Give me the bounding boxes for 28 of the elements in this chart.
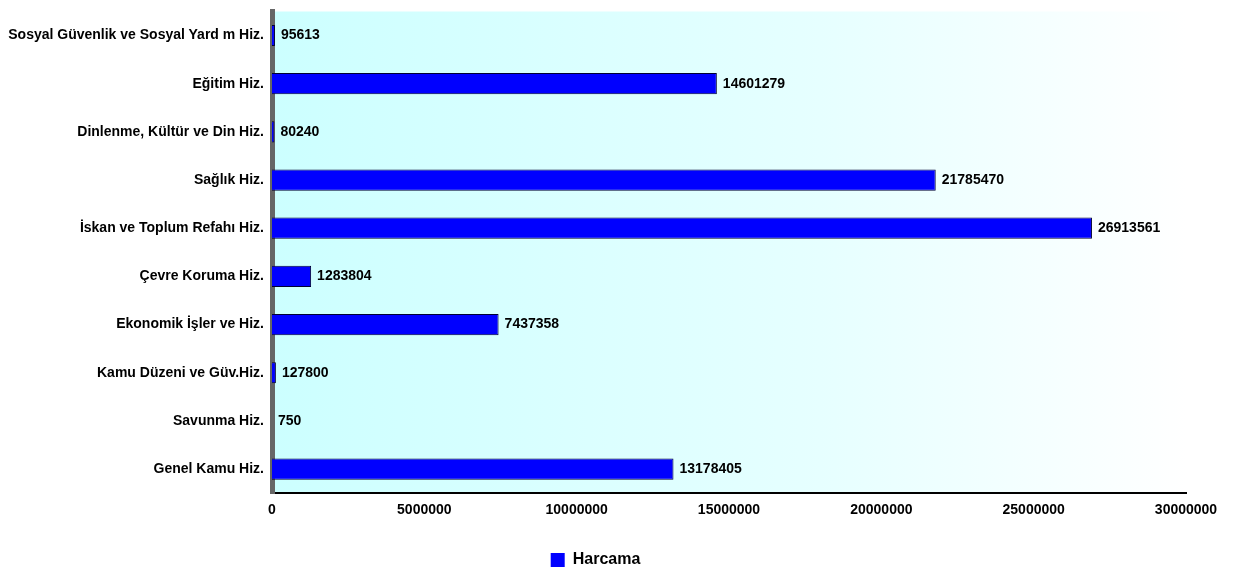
y-tick-label: Savunma Hiz.: [172, 411, 265, 428]
y-tick-label: Ekonomik İşler ve Hiz.: [116, 315, 265, 332]
data-label: 80240: [280, 122, 320, 139]
data-label: 13178405: [679, 459, 743, 476]
y-tick-label: Dinlenme, Kültür ve Din Hiz.: [77, 122, 265, 139]
x-tick-label: 5000000: [397, 501, 452, 518]
y-tick-label: Çevre Koruma Hiz.: [139, 267, 265, 284]
x-tick-label: 10000000: [545, 501, 609, 518]
x-tick-label: 25000000: [1002, 501, 1066, 518]
legend-label: Harcama: [572, 550, 641, 568]
data-label: 127800: [281, 363, 329, 380]
y-tick-label: Kamu Düzeni ve Güv.Hiz.: [97, 363, 265, 380]
x-tick-label: 0: [268, 501, 277, 518]
y-tick-label: İskan ve Toplum Refahı Hiz.: [79, 219, 265, 236]
data-label: 7437358: [504, 315, 560, 332]
data-label: 750: [278, 411, 302, 428]
data-label: 95613: [280, 26, 321, 43]
data-label: 26913561: [1097, 219, 1161, 236]
y-tick-label: Eğitim Hiz.: [192, 74, 265, 91]
data-label: 21785470: [941, 170, 1005, 187]
y-tick-label: Sağlık Hiz.: [193, 170, 265, 187]
y-tick-label: Genel Kamu Hiz.: [153, 459, 265, 476]
data-label: 14601279: [722, 74, 786, 91]
x-tick-label: 15000000: [697, 501, 761, 518]
data-label: 1283804: [317, 267, 372, 284]
y-tick-label: Sosyal Güvenlik ve Sosyal Yard m Hiz.: [8, 26, 265, 43]
x-tick-label: 30000000: [1154, 501, 1218, 518]
x-tick-label: 20000000: [850, 501, 913, 518]
